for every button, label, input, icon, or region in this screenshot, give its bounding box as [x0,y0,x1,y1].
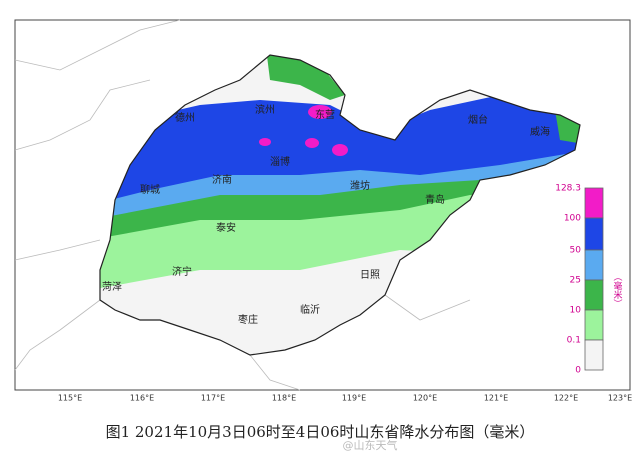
longitude-label: 123°E [608,394,632,403]
longitude-label: 116°E [130,394,154,403]
city-label: 济南 [212,173,232,186]
longitude-label: 120°E [413,394,437,403]
legend-level: 50 [570,246,582,256]
city-label: 日照 [360,269,380,281]
province-borders [14,19,471,391]
city-label: 威海 [530,125,550,138]
longitude-label: 118°E [272,394,296,403]
city-label: 济宁 [172,265,192,278]
city-label: 泰安 [216,221,236,234]
watermark: @山东天气 [343,438,398,452]
longitude-label: 115°E [58,394,82,403]
legend-unit: （毫米） [612,272,623,308]
longitude-label: 117°E [201,394,225,403]
city-label: 德州 [175,111,195,124]
city-label: 临沂 [300,303,320,316]
city-label: 潍坊 [350,179,370,192]
legend-bar [584,187,604,371]
city-label: 淄博 [270,155,290,168]
city-label: 青岛 [425,193,445,206]
shandong-outline [99,54,581,356]
legend-level: 100 [564,214,581,224]
legend-level: 10 [570,306,582,316]
city-label: 东营 [315,108,335,121]
caption: 图1 2021年10月3日06时至4日06时山东省降水分布图（毫米） [106,423,535,441]
legend-level: 0 [575,366,581,376]
longitude-label: 119°E [342,394,366,403]
longitude-label: 121°E [484,394,508,403]
city-label: 菏泽 [102,281,122,293]
city-label: 滨州 [255,103,275,116]
legend-level: 25 [570,276,581,286]
city-label: 枣庄 [238,313,258,326]
city-label: 聊城 [140,183,160,196]
legend-level: 0.1 [567,336,581,346]
legend-level: 128.3 [555,184,581,194]
city-label: 烟台 [468,113,488,126]
longitude-label: 122°E [554,394,578,403]
